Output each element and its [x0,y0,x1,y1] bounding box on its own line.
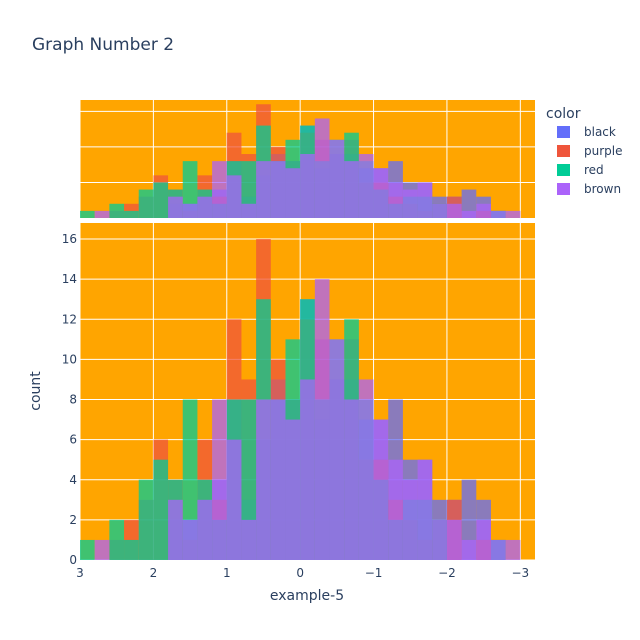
marginal-bar-brown [256,161,271,218]
main-bars [80,239,521,561]
marginal-bar-brown [432,203,447,218]
x-tick-label: 0 [296,566,304,580]
marginal-bar-brown [505,210,521,218]
bar-brown [241,519,257,560]
bar-brown [300,379,315,560]
legend-item-red[interactable]: red [557,163,604,177]
x-axis-ticks: 3 2 1 0 −1 −2 −3 [76,566,529,580]
legend-label: purple [584,144,623,158]
x-tick-label: 1 [223,566,231,580]
marginal-bars [80,104,521,218]
bar-brown [388,459,403,560]
y-tick-label: 4 [69,473,77,487]
marginal-bar-brown [344,161,359,218]
bar-brown [285,419,301,560]
marginal-bar-red [138,189,154,218]
bar-brown [417,459,433,560]
y-tick-label: 2 [69,513,77,527]
bar-brown [461,539,477,560]
y-tick-label: 0 [69,553,77,567]
bar-brown [168,499,183,560]
y-axis-ticks: 0 2 4 6 8 10 12 14 16 [62,232,77,567]
bar-red [124,539,139,560]
marginal-bar-brown [417,182,433,218]
marginal-bar-brown [490,210,506,218]
y-tick-label: 16 [62,232,77,246]
bar-brown [373,419,389,560]
bar-brown [270,399,286,560]
bar-red [153,459,169,560]
legend-swatch [557,183,570,195]
bar-brown [344,399,359,560]
marginal-bar-red [80,210,95,218]
x-tick-label: 2 [150,566,158,580]
bar-brown [314,279,330,560]
marginal-bar-brown [241,203,257,218]
bar-brown [446,519,462,560]
x-axis-title: example-5 [270,588,344,604]
bar-brown [226,439,242,560]
bar-brown [256,399,271,560]
marginal-bar-red [109,203,125,218]
legend: color black purple red brown [546,106,623,196]
bar-red [80,539,95,560]
bar-brown [490,539,506,560]
bar-brown [212,399,227,560]
x-tick-label: −1 [365,566,383,580]
legend-title: color [546,106,581,122]
y-axis-title: count [28,371,44,411]
chart-title: Graph Number 2 [32,35,174,55]
bar-brown [432,519,447,560]
y-tick-label: 10 [62,352,77,366]
x-tick-label: −3 [511,566,529,580]
marginal-bar-red [124,210,139,218]
bar-brown [476,519,491,560]
legend-item-purple[interactable]: purple [557,144,623,158]
legend-item-brown[interactable]: brown [557,182,621,196]
marginal-bar-brown [461,210,477,218]
bar-brown [505,539,521,560]
legend-label: black [584,125,616,139]
legend-label: brown [584,182,621,196]
marginal-bar-brown [212,161,227,218]
marginal-bar-brown [402,189,418,218]
y-tick-label: 14 [62,272,77,286]
y-tick-label: 8 [69,393,77,407]
bar-red [109,519,125,560]
marginal-bar-brown [358,154,374,218]
marginal-bar-brown [314,118,330,218]
legend-item-black[interactable]: black [557,125,616,139]
marginal-bar-brown [285,168,301,218]
bar-brown [329,339,345,560]
bar-red [138,479,154,560]
bar-brown [358,379,374,560]
legend-swatch [557,126,570,138]
marginal-bar-brown [226,175,242,218]
marginal-bar-brown [197,196,213,218]
legend-swatch [557,164,570,176]
marginal-bar-brown [388,182,403,218]
marginal-bar-red [153,182,169,218]
bar-brown [182,519,198,560]
marginal-bar-brown [94,210,110,218]
y-tick-label: 6 [69,433,77,447]
marginal-bar-brown [182,203,198,218]
x-tick-label: −2 [438,566,456,580]
bar-brown [197,499,213,560]
marginal-bar-brown [168,196,183,218]
bar-brown [402,479,418,560]
marginal-bar-brown [476,203,491,218]
legend-label: red [584,163,604,177]
marginal-bar-brown [329,139,345,218]
marginal-bar-brown [270,161,286,218]
marginal-bar-brown [446,203,462,218]
marginal-bar-brown [300,154,315,218]
legend-swatch [557,145,570,157]
x-tick-label: 3 [76,566,84,580]
y-tick-label: 12 [62,312,77,326]
bar-brown [94,539,110,560]
marginal-bar-brown [373,168,389,218]
